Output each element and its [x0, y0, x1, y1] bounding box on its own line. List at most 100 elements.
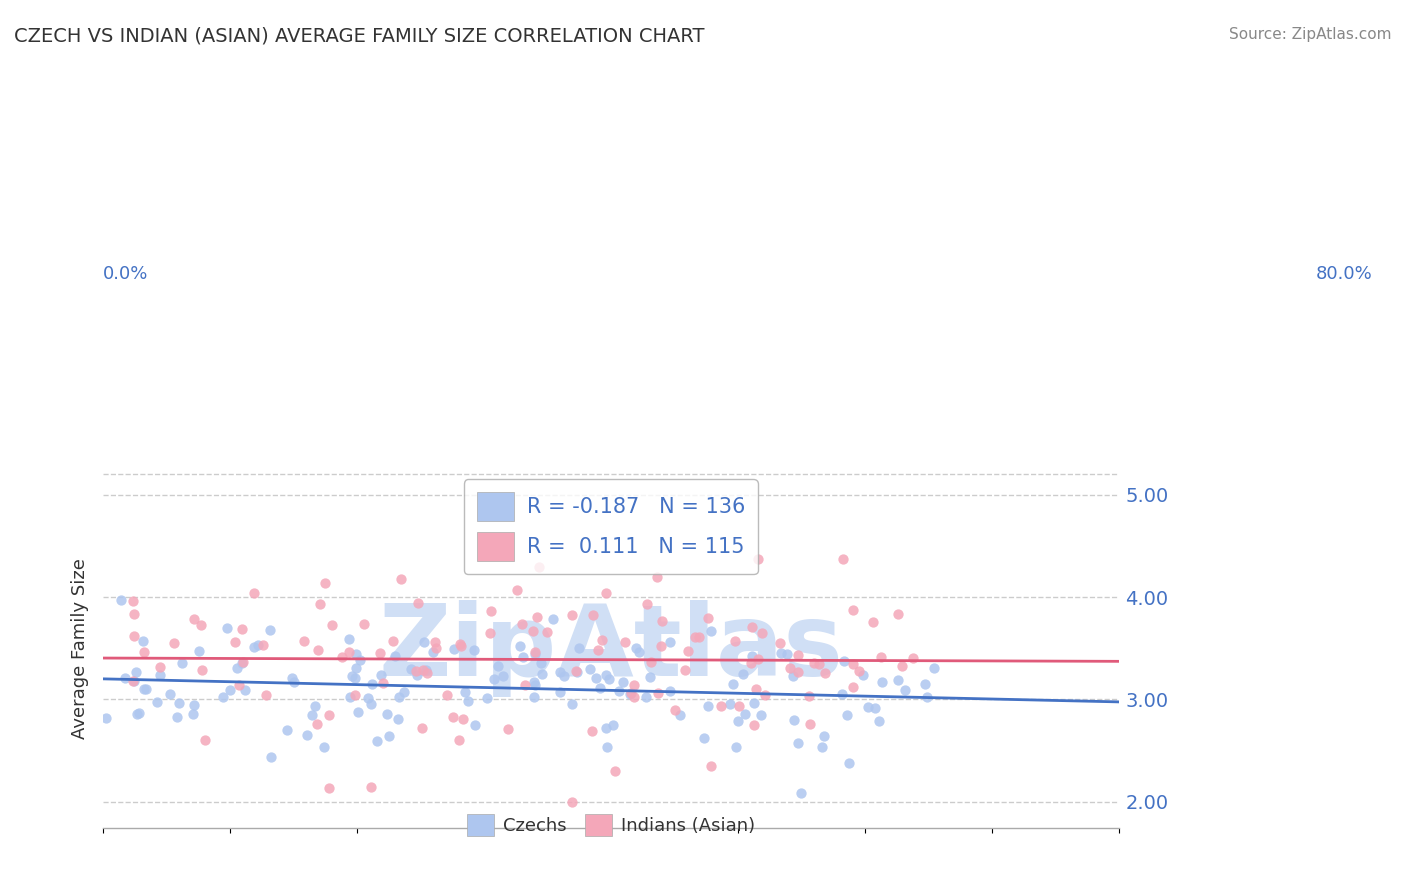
Point	[496, 722, 519, 736]
Point	[782, 668, 804, 682]
Point	[377, 706, 399, 721]
Point	[787, 736, 810, 750]
Point	[870, 650, 893, 665]
Point	[482, 672, 505, 686]
Point	[842, 680, 865, 694]
Point	[190, 618, 212, 632]
Point	[283, 674, 305, 689]
Point	[344, 671, 367, 685]
Point	[589, 681, 612, 695]
Point	[568, 641, 591, 656]
Point	[167, 697, 190, 711]
Point	[344, 647, 367, 661]
Point	[382, 634, 405, 648]
Point	[259, 750, 281, 764]
Point	[659, 634, 682, 648]
Point	[475, 691, 498, 706]
Point	[523, 647, 546, 661]
Point	[585, 671, 607, 685]
Point	[678, 644, 700, 658]
Point	[561, 697, 583, 711]
Point	[339, 690, 361, 705]
Point	[415, 663, 437, 677]
Point	[733, 667, 755, 681]
Point	[586, 643, 609, 657]
Point	[813, 729, 835, 743]
Point	[595, 668, 617, 682]
Point	[422, 645, 444, 659]
Point	[651, 614, 673, 628]
Point	[710, 698, 733, 713]
Point	[506, 583, 529, 598]
Point	[370, 667, 392, 681]
Point	[413, 634, 436, 648]
Point	[776, 647, 799, 661]
Point	[887, 607, 910, 622]
Point	[330, 649, 353, 664]
Legend: R = -0.187   N = 136, R =  0.111   N = 115: R = -0.187 N = 136, R = 0.111 N = 115	[464, 479, 758, 574]
Point	[425, 641, 447, 656]
Point	[914, 677, 936, 691]
Point	[865, 701, 887, 715]
Point	[388, 690, 411, 705]
Point	[513, 678, 536, 692]
Point	[740, 656, 762, 670]
Point	[353, 617, 375, 632]
Point	[623, 678, 645, 692]
Point	[122, 594, 145, 608]
Point	[868, 714, 890, 729]
Point	[305, 716, 328, 731]
Point	[281, 671, 304, 685]
Point	[749, 707, 772, 722]
Point	[787, 648, 810, 663]
Point	[838, 756, 860, 771]
Point	[194, 732, 217, 747]
Point	[149, 668, 172, 682]
Point	[337, 632, 360, 646]
Point	[181, 706, 204, 721]
Point	[915, 690, 938, 704]
Point	[797, 689, 820, 703]
Point	[669, 707, 692, 722]
Point	[626, 641, 648, 656]
Point	[582, 608, 605, 623]
Point	[235, 682, 257, 697]
Point	[803, 656, 825, 670]
Point	[799, 717, 821, 731]
Point	[619, 688, 641, 702]
Point	[696, 611, 718, 625]
Point	[416, 665, 439, 680]
Point	[337, 645, 360, 659]
Point	[718, 697, 741, 711]
Point	[561, 608, 583, 623]
Point	[870, 674, 893, 689]
Point	[591, 633, 613, 648]
Point	[922, 661, 945, 675]
Point	[453, 712, 475, 726]
Text: ZipAtlas: ZipAtlas	[378, 599, 844, 697]
Point	[751, 625, 773, 640]
Point	[742, 718, 765, 732]
Point	[512, 649, 534, 664]
Point	[254, 688, 277, 702]
Point	[727, 714, 749, 728]
Point	[219, 683, 242, 698]
Point	[769, 636, 792, 650]
Point	[492, 669, 515, 683]
Point	[842, 657, 865, 671]
Point	[464, 717, 486, 731]
Point	[318, 781, 340, 796]
Point	[411, 721, 433, 735]
Point	[457, 694, 479, 708]
Text: 80.0%: 80.0%	[1316, 265, 1372, 283]
Point	[856, 699, 879, 714]
Point	[744, 696, 766, 710]
Point	[384, 648, 406, 663]
Point	[463, 643, 485, 657]
Point	[321, 618, 343, 632]
Point	[441, 709, 464, 723]
Point	[125, 665, 148, 679]
Point	[734, 707, 756, 722]
Point	[443, 642, 465, 657]
Point	[188, 644, 211, 658]
